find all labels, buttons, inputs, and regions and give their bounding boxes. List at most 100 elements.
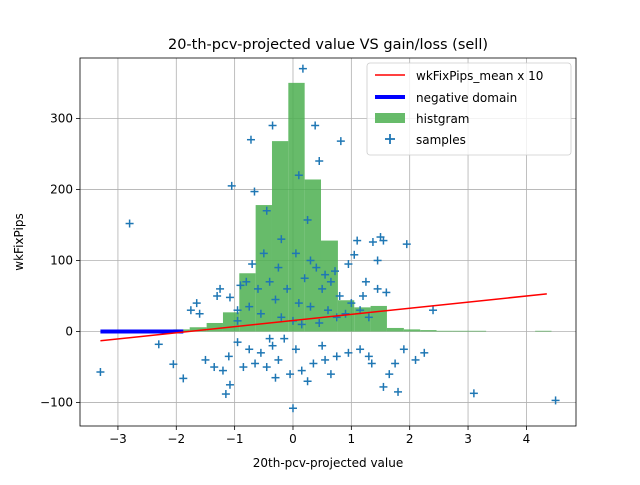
sample-point xyxy=(350,250,359,259)
sample-point xyxy=(331,267,340,276)
legend-histogram-swatch xyxy=(375,113,405,123)
legend-box xyxy=(366,62,572,156)
histogram-bar xyxy=(320,240,338,332)
sample-point xyxy=(236,281,245,290)
y-tick-label: −100 xyxy=(40,396,73,410)
x-tick-label: 4 xyxy=(523,432,531,446)
y-axis-ticks: −100 0 100 200 300 xyxy=(40,111,80,410)
sample-point xyxy=(373,256,382,265)
sample-point xyxy=(300,274,309,283)
x-tick-label: −2 xyxy=(167,432,185,446)
sample-point xyxy=(324,306,332,315)
histogram-bar xyxy=(469,330,487,332)
y-tick-label: 100 xyxy=(50,253,73,267)
sample-point xyxy=(368,238,377,246)
sample-point xyxy=(256,348,265,357)
x-axis-label: 20th-pcv-projected value xyxy=(253,456,403,470)
sample-point xyxy=(186,306,195,315)
sample-point xyxy=(195,309,204,318)
sample-point xyxy=(280,334,289,343)
plot-frame xyxy=(79,57,577,427)
series-lines xyxy=(100,293,547,342)
chart-title: 20-th-pcv-projected value VS gain/loss (… xyxy=(168,37,488,53)
sample-point xyxy=(382,288,391,297)
sample-point xyxy=(96,368,105,377)
sample-point xyxy=(274,355,283,364)
x-tick-label: 1 xyxy=(348,432,356,446)
sample-point xyxy=(429,306,438,315)
sample-point xyxy=(356,345,365,354)
sample-point xyxy=(268,341,277,350)
sample-point xyxy=(306,302,315,311)
sample-point xyxy=(286,370,295,379)
sample-point xyxy=(154,340,163,349)
sample-point xyxy=(306,256,315,265)
y-axis-label: wkFixPips xyxy=(12,213,26,270)
sample-point xyxy=(277,313,286,322)
sample-point xyxy=(233,306,242,315)
sample-point xyxy=(265,277,274,286)
legend-samples-marker xyxy=(385,134,395,144)
sample-point xyxy=(291,249,300,258)
sample-point xyxy=(364,313,373,322)
histogram-bar xyxy=(535,330,552,332)
sample-point xyxy=(298,64,307,73)
sample-point xyxy=(303,377,312,386)
sample-point xyxy=(210,363,219,372)
sample-point xyxy=(469,389,478,398)
sample-point xyxy=(332,352,341,361)
sample-point xyxy=(218,366,227,375)
sample-point xyxy=(309,359,318,368)
legend-label-mean: wkFixPips_mean x 10 xyxy=(416,69,543,83)
sample-point xyxy=(201,355,210,364)
mean-line xyxy=(100,293,547,342)
sample-point xyxy=(233,316,242,325)
sample-point xyxy=(291,345,300,354)
sample-point xyxy=(274,263,283,272)
sample-point xyxy=(353,236,362,245)
sample-point xyxy=(259,249,268,258)
legend-label-negative-domain: negative domain xyxy=(416,91,517,105)
sample-point xyxy=(359,291,368,300)
histogram-bar xyxy=(206,322,223,332)
histogram-bar xyxy=(288,82,305,332)
sample-point xyxy=(335,291,344,300)
sample-point xyxy=(379,382,388,391)
sample-point xyxy=(245,302,254,311)
sample-point xyxy=(192,299,201,308)
histogram-bar xyxy=(386,327,404,332)
sample-point xyxy=(367,359,376,368)
sample-point xyxy=(277,235,286,244)
sample-point xyxy=(411,355,420,364)
sample-point xyxy=(399,345,408,354)
sample-point xyxy=(326,277,335,286)
y-tick-label: 300 xyxy=(50,111,73,125)
sample-point xyxy=(256,309,265,318)
sample-point xyxy=(364,352,373,361)
sample-point xyxy=(373,284,382,293)
sample-point xyxy=(242,277,251,286)
sample-point xyxy=(420,348,429,357)
sample-point xyxy=(294,299,303,308)
sample-point xyxy=(315,157,324,166)
sample-point xyxy=(265,334,274,343)
histogram-bar xyxy=(436,330,453,332)
x-tick-label: −1 xyxy=(226,432,244,446)
sample-point xyxy=(283,284,292,293)
sample-point xyxy=(225,380,234,389)
legend-label-samples: samples xyxy=(416,133,466,147)
x-axis-ticks: −3 −2 −1 0 1 2 3 4 xyxy=(109,426,530,446)
sample-point xyxy=(125,219,134,228)
histogram-bar xyxy=(189,327,207,332)
sample-point xyxy=(224,352,233,361)
sample-point xyxy=(551,396,560,405)
sample-point xyxy=(246,135,255,144)
sample-point xyxy=(297,320,306,329)
sample-point xyxy=(311,121,320,130)
sample-point xyxy=(271,295,280,304)
sample-point xyxy=(262,363,271,372)
sample-point xyxy=(391,359,400,368)
sample-point xyxy=(248,260,257,269)
